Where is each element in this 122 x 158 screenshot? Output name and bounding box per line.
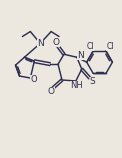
Text: Cl: Cl	[86, 42, 94, 51]
Text: NH: NH	[70, 81, 83, 90]
Text: O: O	[48, 87, 55, 96]
Text: O: O	[30, 75, 37, 83]
Text: Cl: Cl	[106, 42, 114, 51]
Text: O: O	[53, 38, 60, 47]
Text: N: N	[77, 51, 84, 60]
Text: N: N	[37, 39, 44, 48]
Text: S: S	[90, 77, 96, 86]
